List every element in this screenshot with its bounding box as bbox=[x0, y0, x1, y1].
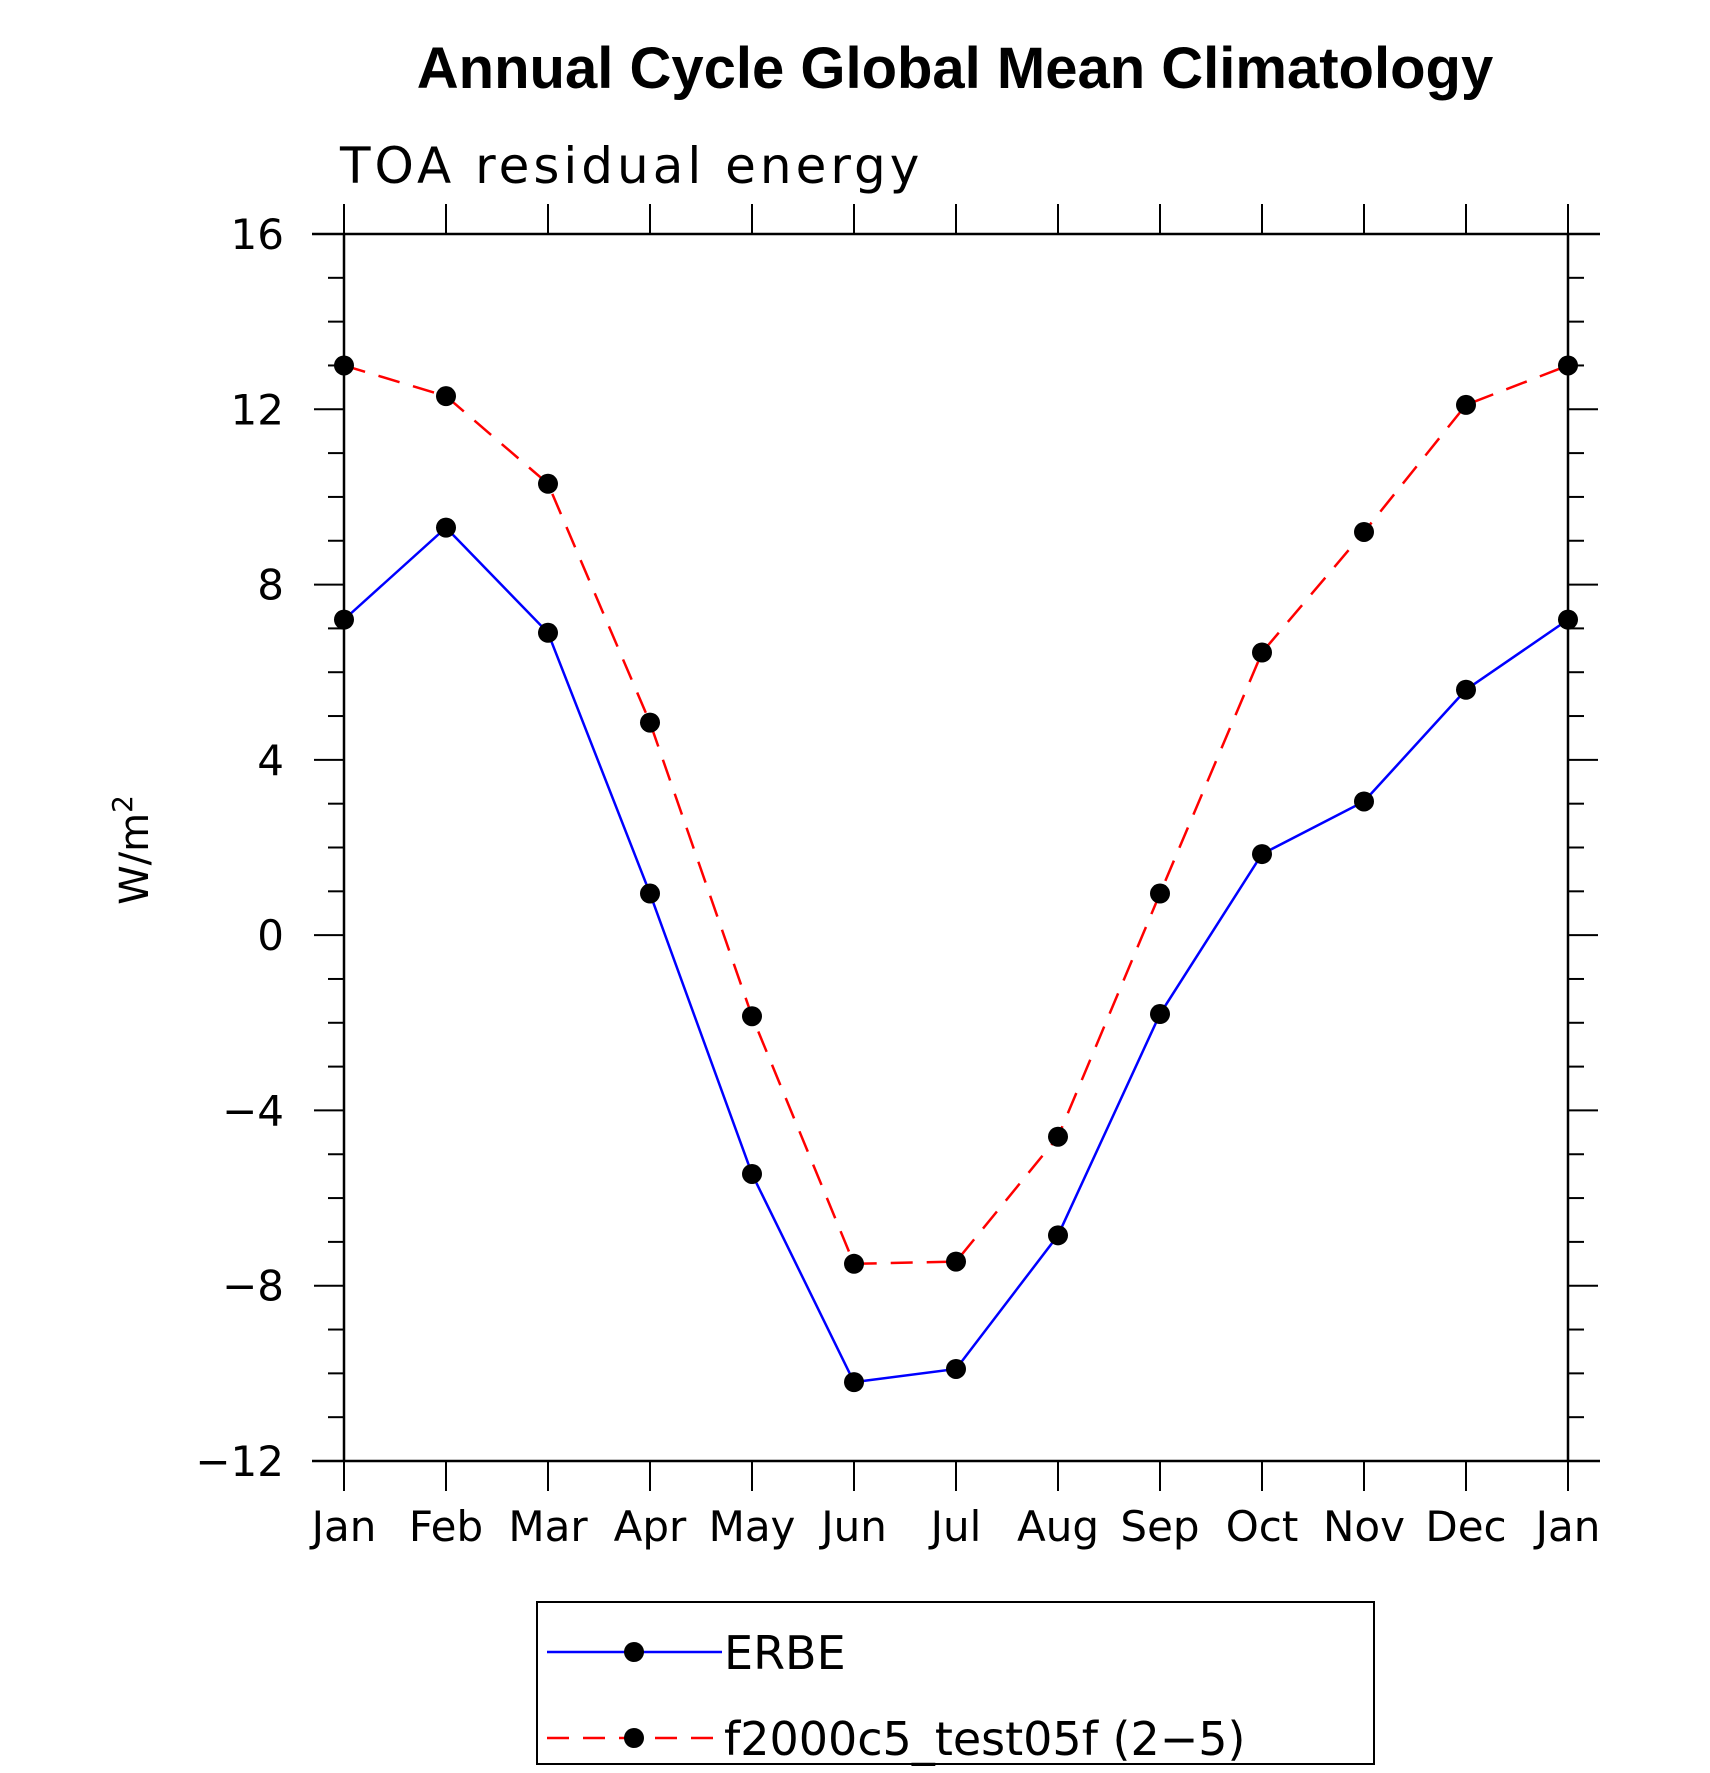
data-point bbox=[1558, 355, 1578, 376]
y-tick-labels: 16 12 8 4 0 −4 −8 −12 bbox=[195, 210, 284, 1486]
y-tick-label: 8 bbox=[257, 561, 284, 610]
y-tick-label: 16 bbox=[231, 210, 284, 259]
data-point bbox=[1150, 883, 1170, 904]
data-point bbox=[844, 1372, 864, 1393]
x-tick-label: Oct bbox=[1226, 1502, 1299, 1551]
x-tick-label: Jun bbox=[818, 1502, 887, 1551]
data-point bbox=[1048, 1225, 1068, 1246]
data-point bbox=[946, 1251, 966, 1272]
data-point bbox=[742, 1006, 762, 1027]
data-point bbox=[1048, 1126, 1068, 1147]
series-layer bbox=[334, 355, 1578, 1393]
data-point bbox=[1354, 521, 1374, 542]
data-point bbox=[640, 712, 660, 733]
x-tick-label: Aug bbox=[1017, 1502, 1099, 1551]
x-tick-labels: Jan Feb Mar Apr May Jun Jul Aug Sep Oct Nov Dec Jan bbox=[309, 1502, 1601, 1551]
y-tick-label: 4 bbox=[257, 736, 284, 785]
chart-title: Annual Cycle Global Mean Climatology bbox=[417, 36, 1493, 101]
y-axis-label: W/m2 bbox=[106, 795, 158, 905]
data-point bbox=[844, 1253, 864, 1274]
x-tick-label: Jan bbox=[309, 1502, 377, 1551]
legend: ERBE f2000c5_test05f (2−5) bbox=[536, 1601, 1375, 1766]
data-point bbox=[1252, 844, 1272, 865]
data-point bbox=[436, 517, 456, 538]
x-tick-label: Dec bbox=[1425, 1502, 1506, 1551]
legend-entries: ERBE f2000c5_test05f (2−5) bbox=[547, 1626, 1245, 1766]
data-point bbox=[1252, 642, 1272, 663]
data-point bbox=[640, 883, 660, 904]
x-tick-label: Sep bbox=[1120, 1502, 1199, 1551]
x-tick-label: Feb bbox=[409, 1502, 483, 1551]
data-point bbox=[1558, 609, 1578, 630]
data-point bbox=[1456, 394, 1476, 415]
y-tick-label: 12 bbox=[231, 385, 284, 434]
y-tick-label: −8 bbox=[222, 1262, 284, 1311]
series-line bbox=[343, 364, 1569, 1266]
y-tick-label: −4 bbox=[222, 1086, 284, 1135]
y-tick-label: 0 bbox=[257, 911, 284, 960]
legend-label: f2000c5_test05f (2−5) bbox=[724, 1712, 1245, 1766]
plot-axes bbox=[312, 204, 1600, 1491]
data-point bbox=[334, 609, 354, 630]
x-tick-label: Jan bbox=[1533, 1502, 1601, 1551]
data-point bbox=[538, 473, 558, 494]
x-tick-label: Mar bbox=[508, 1502, 588, 1551]
data-point bbox=[334, 355, 354, 376]
data-point bbox=[1354, 791, 1374, 812]
x-tick-label: May bbox=[709, 1502, 796, 1551]
legend-swatch-marker bbox=[624, 1728, 644, 1748]
y-axis-label-text: W/m bbox=[112, 813, 158, 905]
legend-swatch-marker bbox=[624, 1642, 644, 1662]
legend-label: ERBE bbox=[724, 1626, 846, 1680]
data-point bbox=[1456, 679, 1476, 700]
data-point bbox=[538, 622, 558, 643]
data-point bbox=[1150, 1004, 1170, 1025]
data-point bbox=[436, 386, 456, 407]
chart-subtitle: TOA residual energy bbox=[339, 137, 923, 195]
data-point bbox=[946, 1358, 966, 1379]
data-point bbox=[742, 1163, 762, 1184]
x-tick-label: Nov bbox=[1323, 1502, 1405, 1551]
y-axis-label-superscript: 2 bbox=[106, 795, 139, 813]
x-tick-label: Jul bbox=[928, 1502, 982, 1551]
y-tick-label: −12 bbox=[195, 1437, 284, 1486]
x-tick-label: Apr bbox=[614, 1502, 687, 1551]
